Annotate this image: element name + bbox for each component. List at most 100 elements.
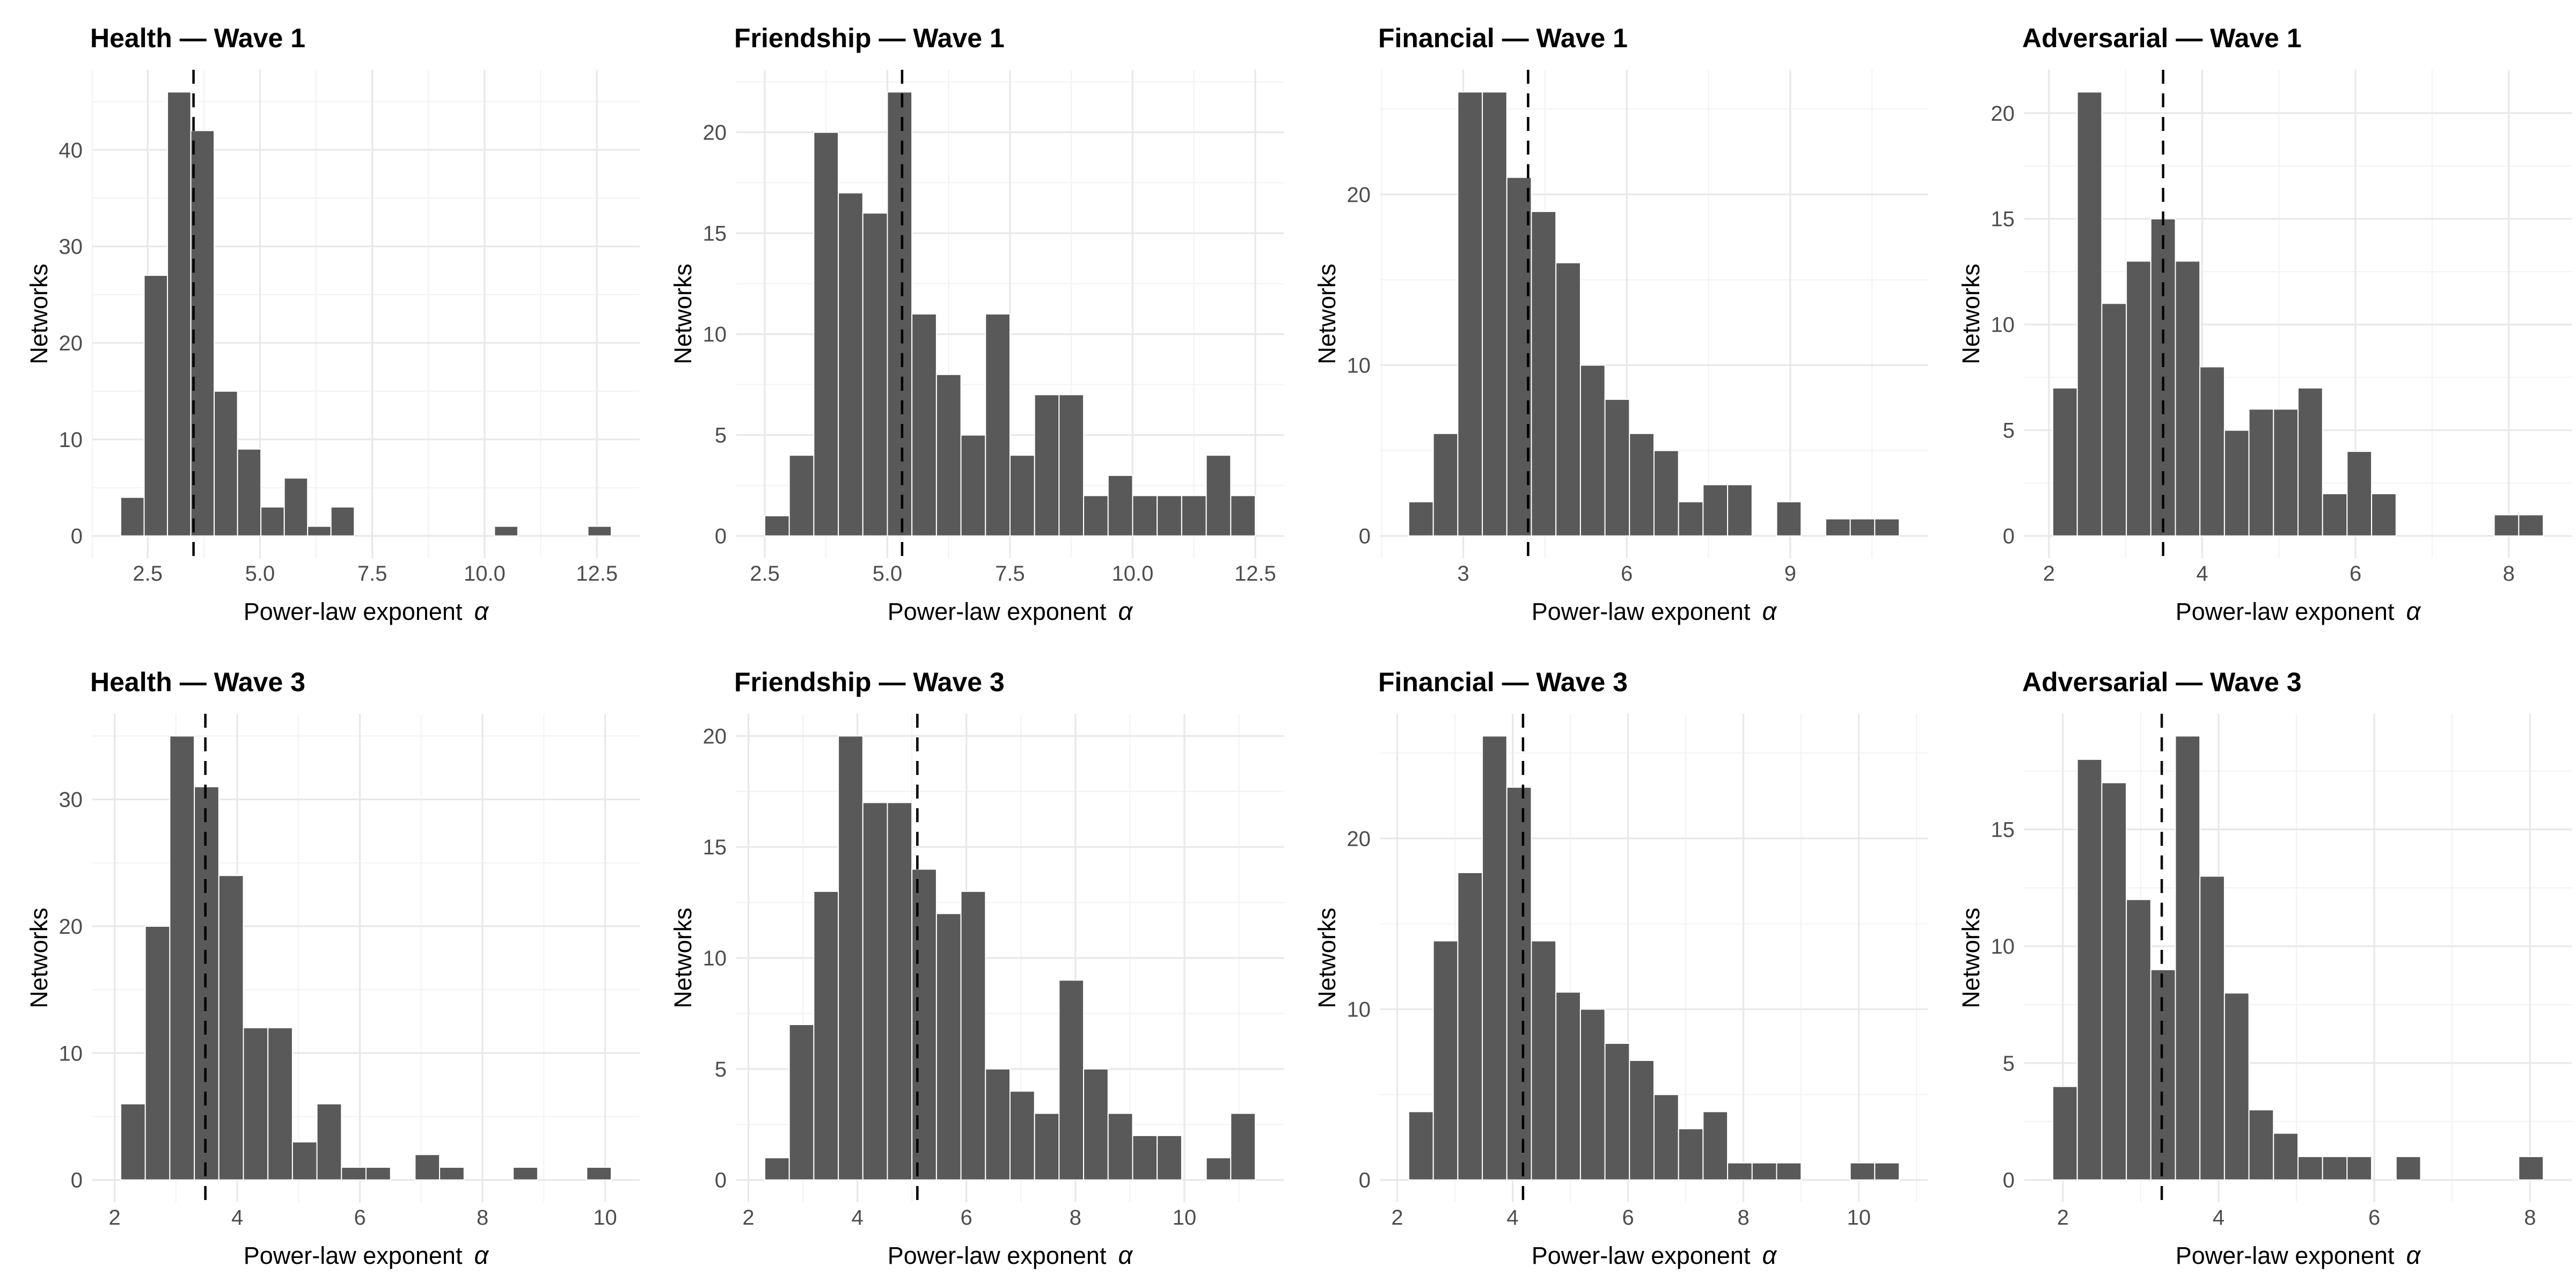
- y-tick-label: 0: [71, 525, 83, 548]
- x-axis-label-text: Power-law exponent: [888, 1242, 1107, 1269]
- panel-health-wave-1: 0 10 20 30 40 2.5 5.0 7.5 10.0 12.5 Health — Wave …: [0, 0, 644, 644]
- histogram-bar: [1132, 495, 1158, 537]
- histogram-bar: [838, 735, 863, 1181]
- histogram-bar: [1506, 786, 1532, 1181]
- histogram-bar: [1482, 735, 1507, 1181]
- histogram-svg: 0 5 10 15 20 2.5 5.0 7.5 10.0 12.5 Friendship — Wa…: [644, 0, 1288, 644]
- histogram-bar: [2150, 969, 2176, 1181]
- histogram-svg: 0 5 10 15 20 2 4 6 8 10 Friendship — Wave 3 Network…: [644, 644, 1288, 1288]
- histogram-bar: [862, 212, 888, 537]
- histogram-bar: [2126, 899, 2151, 1181]
- x-axis-label: Power-law exponent α: [2176, 1241, 2421, 1269]
- panel-title: Financial — Wave 3: [1378, 667, 1628, 697]
- y-tick-label: 5: [2003, 1052, 2015, 1075]
- y-tick-label: 0: [71, 1169, 83, 1192]
- y-tick-label: 5: [715, 424, 727, 448]
- y-axis-label: Networks: [1313, 264, 1341, 364]
- x-axis-label-text: Power-law exponent: [244, 598, 463, 625]
- histogram-bar: [237, 448, 262, 537]
- histogram-bar: [1408, 501, 1434, 537]
- histogram-bar: [838, 192, 863, 537]
- histogram-bar: [911, 868, 937, 1181]
- histogram-bar: [120, 1103, 146, 1181]
- histogram-bar: [214, 390, 238, 537]
- x-axis-label: Power-law exponent α: [1532, 1241, 1777, 1269]
- histogram-bar: [2199, 875, 2225, 1181]
- histogram-bar: [1678, 1128, 1704, 1181]
- x-axis-label-text: Power-law exponent: [1532, 598, 1751, 625]
- histogram-bar: [2223, 429, 2250, 537]
- histogram-bar: [1157, 495, 1182, 537]
- x-axis-label-text: Power-law exponent: [2176, 598, 2395, 625]
- panel-financial-wave-3: 0 10 20 2 4 6 8 10 Financial — Wave 3 Networks Pow…: [1288, 644, 1932, 1288]
- histogram-bar: [587, 525, 612, 537]
- histogram-bar: [2223, 992, 2250, 1181]
- histogram-bar: [167, 91, 192, 537]
- y-tick-label: 5: [715, 1058, 727, 1081]
- x-tick-label: 10: [1847, 1206, 1871, 1230]
- histogram-bar: [2175, 735, 2201, 1181]
- y-tick-label: 20: [1347, 827, 1371, 851]
- histogram-bar: [1702, 1111, 1729, 1181]
- histogram-bar: [1034, 394, 1060, 537]
- x-tick-label: 12.5: [576, 562, 618, 586]
- y-tick-label: 10: [59, 428, 83, 452]
- x-tick-label: 2: [1391, 1206, 1403, 1230]
- y-tick-label: 10: [1347, 354, 1371, 377]
- histogram-bar: [1107, 474, 1133, 537]
- histogram-bar: [1579, 364, 1606, 537]
- alpha-symbol: α: [1762, 1241, 1777, 1269]
- histogram-bar: [2297, 387, 2323, 537]
- histogram-bar: [330, 506, 355, 537]
- histogram-bar: [1457, 91, 1483, 537]
- y-tick-label: 15: [703, 222, 727, 246]
- histogram-bar: [1849, 518, 1876, 537]
- histogram-bar: [1083, 495, 1109, 537]
- histogram-bar: [169, 735, 195, 1181]
- alpha-symbol: α: [1118, 597, 1133, 625]
- histogram-svg: 0 10 20 30 2 4 6 8 10 Health — Wave 3 Networks Powe…: [0, 644, 644, 1288]
- histogram-bar: [1058, 979, 1085, 1181]
- panel-health-wave-3: 0 10 20 30 2 4 6 8 10 Health — Wave 3 Networks Powe…: [0, 644, 644, 1288]
- histogram-bar: [2101, 303, 2127, 537]
- histogram-svg: 0 5 10 15 20 2 4 6 8 Adversarial — Wave 1 Networks…: [1932, 0, 2576, 644]
- histogram-bar: [2371, 493, 2397, 537]
- y-tick-label: 30: [59, 235, 83, 259]
- y-tick-label: 30: [59, 788, 83, 812]
- histogram-bar: [1432, 433, 1459, 537]
- histogram-bar: [2518, 514, 2544, 537]
- histogram-bar: [764, 1157, 790, 1181]
- histogram-bar: [260, 506, 285, 537]
- x-tick-label: 8: [477, 1206, 488, 1230]
- histogram-bar: [1432, 940, 1459, 1181]
- x-tick-label: 2: [108, 1206, 120, 1230]
- histogram-bar: [143, 275, 169, 537]
- panel-background: [644, 0, 1288, 644]
- x-tick-label: 6: [1621, 562, 1633, 586]
- histogram-bar: [1230, 1113, 1256, 1181]
- x-axis-label-text: Power-law exponent: [2176, 1242, 2395, 1269]
- y-tick-label: 20: [59, 915, 83, 939]
- histogram-bar: [2322, 493, 2348, 537]
- histogram-bar: [1132, 1135, 1158, 1181]
- panel-adversarial-wave-3: 0 5 10 15 2 4 6 8 Adversarial — Wave 3 Networks Po…: [1932, 644, 2576, 1288]
- histogram-bar: [2052, 387, 2078, 537]
- histogram-bar: [2175, 260, 2201, 537]
- alpha-symbol: α: [2406, 597, 2421, 625]
- histogram-bar: [1629, 433, 1655, 537]
- histogram-bar: [414, 1154, 441, 1181]
- histogram-bar: [887, 91, 913, 537]
- histogram-bar: [985, 313, 1011, 537]
- histogram-bar: [1678, 501, 1704, 537]
- histogram-bar: [1629, 1059, 1655, 1181]
- x-tick-label: 8: [2503, 562, 2515, 586]
- histogram-bar: [513, 1167, 538, 1181]
- y-tick-label: 20: [703, 724, 727, 748]
- alpha-symbol: α: [2406, 1241, 2421, 1269]
- histogram-bar: [1849, 1162, 1876, 1181]
- x-tick-label: 2.5: [750, 562, 780, 586]
- histogram-bar: [1009, 455, 1035, 537]
- histogram-bar: [1083, 1068, 1109, 1181]
- y-tick-label: 0: [2003, 1169, 2015, 1192]
- y-tick-label: 0: [715, 1169, 727, 1192]
